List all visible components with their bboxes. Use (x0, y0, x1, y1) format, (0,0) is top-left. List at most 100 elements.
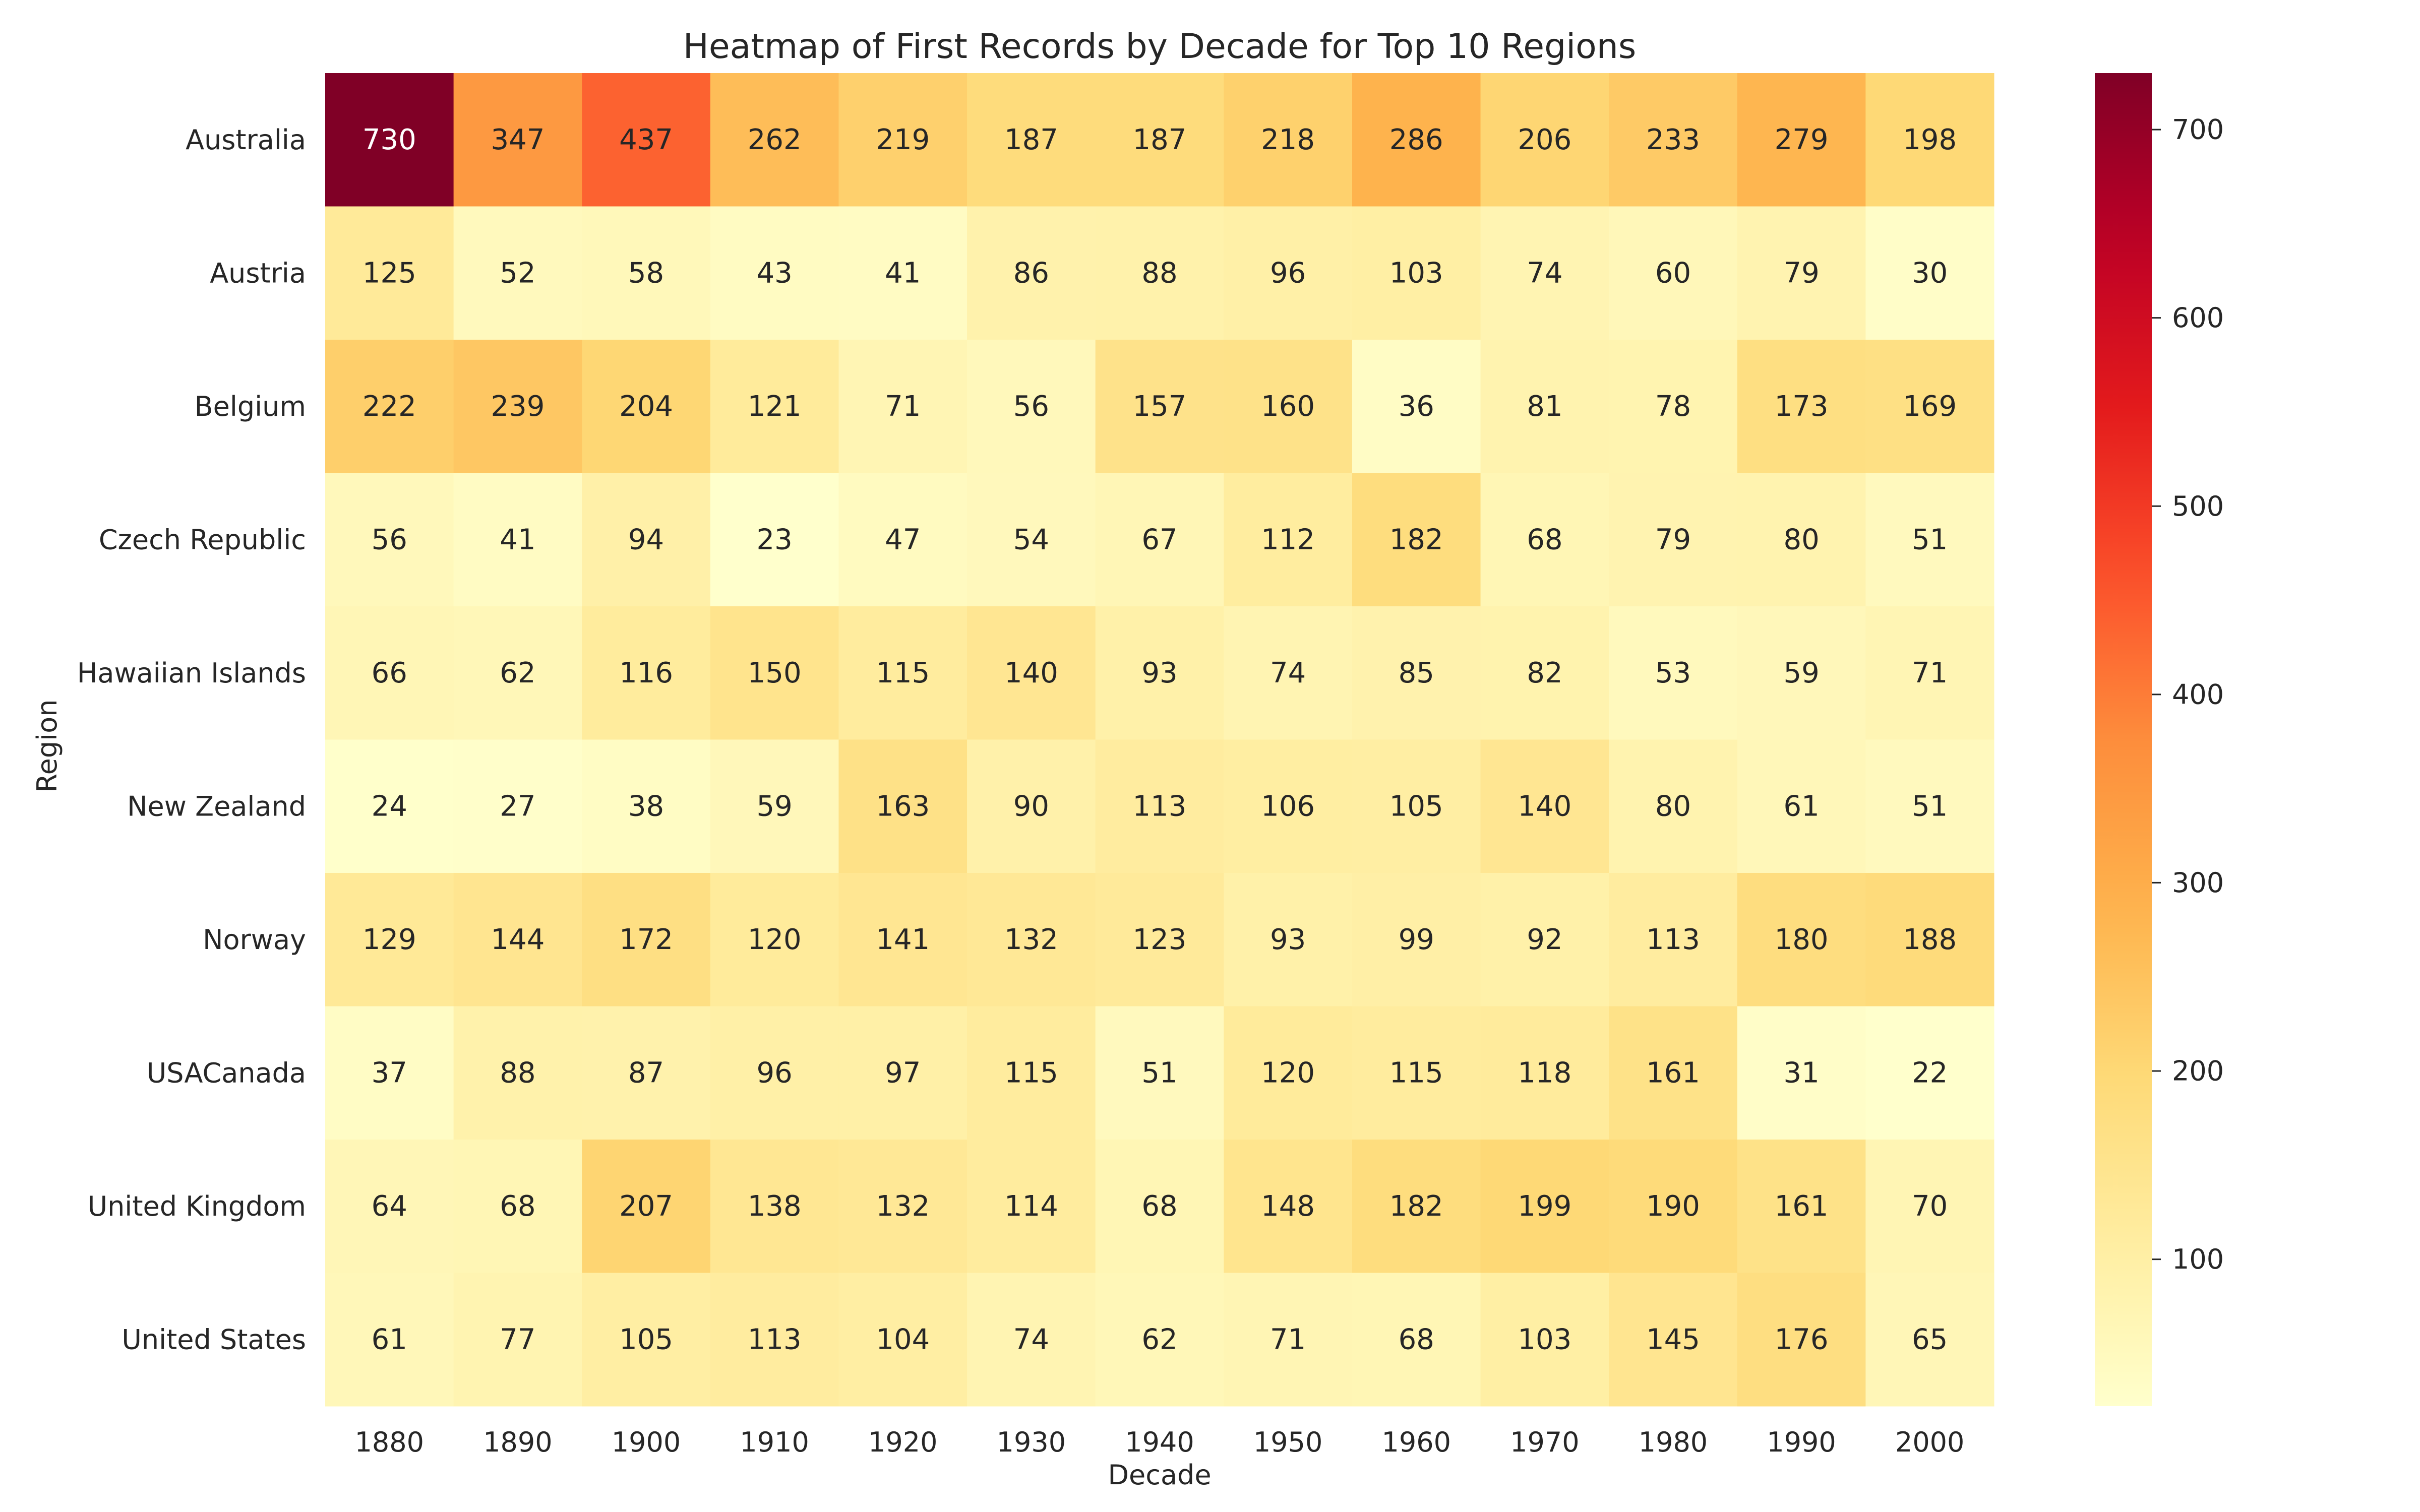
cell-value-label: 96 (757, 1056, 793, 1089)
heatmap-cell (1095, 1273, 1224, 1407)
cell-value-label: 70 (1912, 1190, 1948, 1223)
cell-value-label: 176 (1775, 1323, 1829, 1356)
x-tick-label: 1900 (612, 1426, 681, 1458)
cell-value-label: 140 (1004, 657, 1058, 689)
heatmap-cell (1352, 340, 1481, 473)
heatmap-cell (1224, 1273, 1353, 1407)
heatmap-cell (582, 340, 711, 473)
heatmap-cell (838, 473, 967, 607)
cell-value-label: 163 (876, 790, 930, 823)
cell-value-label: 71 (1270, 1323, 1306, 1356)
cell-value-label: 74 (1527, 257, 1562, 289)
heatmap-cell (1095, 606, 1224, 740)
heatmap-cell (1095, 473, 1224, 607)
heatmap-cell (453, 739, 582, 873)
cell-value-label: 113 (1133, 790, 1187, 823)
heatmap-cell (325, 739, 454, 873)
heatmap-cell (1352, 606, 1481, 740)
heatmap-cell (1480, 473, 1609, 607)
cell-value-label: 68 (500, 1190, 535, 1223)
heatmap-cell (710, 473, 839, 607)
cell-value-label: 79 (1783, 257, 1819, 289)
heatmap-cell (838, 73, 967, 207)
x-tick-label: 1940 (1125, 1426, 1194, 1458)
cell-value-label: 161 (1646, 1056, 1700, 1089)
heatmap-cell (710, 73, 839, 207)
heatmap-cell (1224, 473, 1353, 607)
heatmap-cell (1737, 1273, 1866, 1407)
cell-value-label: 144 (491, 923, 544, 956)
heatmap-cell (1352, 873, 1481, 1006)
cell-value-label: 132 (1004, 923, 1058, 956)
heatmap-cell (453, 73, 582, 207)
cell-value-label: 106 (1261, 790, 1315, 823)
cell-value-label: 114 (1004, 1190, 1058, 1223)
heatmap-cell (1352, 1140, 1481, 1273)
heatmap-cell (1737, 739, 1866, 873)
cell-value-label: 123 (1133, 923, 1187, 956)
heatmap-cell (1609, 206, 1738, 340)
cell-value-label: 96 (1270, 257, 1306, 289)
heatmap-cell (453, 606, 582, 740)
y-tick-label: USACanada (147, 1057, 306, 1089)
heatmap-cell (1480, 873, 1609, 1006)
heatmap-cell (1737, 606, 1866, 740)
cell-value-label: 38 (628, 790, 664, 823)
x-tick-label: 1970 (1510, 1426, 1579, 1458)
y-tick-label: United Kingdom (88, 1190, 306, 1222)
cell-value-label: 105 (619, 1323, 673, 1356)
heatmap-cell (453, 473, 582, 607)
cell-value-label: 116 (619, 657, 673, 689)
heatmap-cell (325, 206, 454, 340)
heatmap-cell (325, 1006, 454, 1140)
heatmap-cell (838, 206, 967, 340)
x-tick-label: 1890 (483, 1426, 552, 1458)
cell-value-label: 279 (1775, 123, 1829, 156)
cell-value-label: 233 (1646, 123, 1700, 156)
heatmap-cell (582, 1006, 711, 1140)
cell-value-label: 218 (1261, 123, 1315, 156)
cell-value-label: 204 (619, 390, 673, 423)
x-tick-label: 1920 (868, 1426, 937, 1458)
heatmap-cell (838, 873, 967, 1006)
cell-value-label: 51 (1912, 523, 1948, 556)
cell-value-label: 115 (876, 657, 930, 689)
x-tick-label: 1980 (1639, 1426, 1708, 1458)
heatmap-cell (1480, 1140, 1609, 1273)
cell-value-label: 62 (1141, 1323, 1177, 1356)
heatmap-cell (453, 206, 582, 340)
cell-value-label: 66 (372, 657, 407, 689)
heatmap-cell (1352, 1006, 1481, 1140)
cell-value-label: 120 (748, 923, 802, 956)
heatmap-cell (1609, 606, 1738, 740)
heatmap-cell (710, 1006, 839, 1140)
cell-value-label: 219 (876, 123, 930, 156)
heatmap-cell (582, 1273, 711, 1407)
cell-value-label: 43 (757, 257, 793, 289)
heatmap-cell (1737, 473, 1866, 607)
cell-value-label: 74 (1013, 1323, 1049, 1356)
cell-value-label: 82 (1527, 657, 1562, 689)
cell-value-label: 30 (1912, 257, 1948, 289)
cell-value-label: 182 (1389, 1190, 1443, 1223)
heatmap-cell (325, 473, 454, 607)
cell-value-label: 68 (1399, 1323, 1434, 1356)
heatmap-cell (838, 606, 967, 740)
heatmap-cell (1737, 1140, 1866, 1273)
heatmap-cell (325, 873, 454, 1006)
cell-value-label: 78 (1655, 390, 1691, 423)
heatmap-cell (1865, 206, 1994, 340)
colorbar-tick-label: 600 (2172, 302, 2224, 334)
cell-value-label: 187 (1133, 123, 1187, 156)
cell-value-label: 121 (748, 390, 802, 423)
cell-value-label: 59 (1783, 657, 1819, 689)
heatmap-cell (967, 73, 1096, 207)
x-tick-label: 2000 (1895, 1426, 1964, 1458)
cell-value-label: 60 (1655, 257, 1691, 289)
heatmap-cell (1224, 606, 1353, 740)
heatmap-cell (1095, 73, 1224, 207)
cell-value-label: 129 (362, 923, 416, 956)
cell-value-label: 27 (500, 790, 535, 823)
cell-value-label: 36 (1399, 390, 1434, 423)
cell-value-label: 79 (1655, 523, 1691, 556)
